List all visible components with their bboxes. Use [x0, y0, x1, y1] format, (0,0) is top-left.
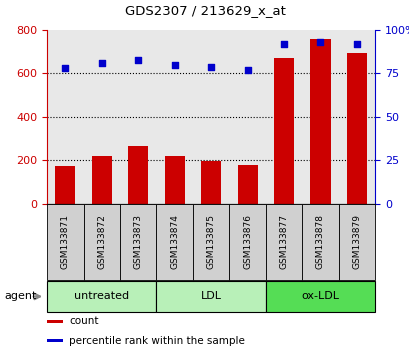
Text: percentile rank within the sample: percentile rank within the sample: [69, 336, 245, 346]
Bar: [120, 204, 156, 280]
Text: GSM133872: GSM133872: [97, 214, 106, 269]
Bar: [193, 204, 229, 280]
Bar: [47, 204, 83, 280]
Point: [280, 41, 287, 47]
Text: GSM133879: GSM133879: [352, 214, 361, 269]
Bar: [301, 204, 338, 280]
Text: GDS2307 / 213629_x_at: GDS2307 / 213629_x_at: [124, 4, 285, 17]
Text: untreated: untreated: [74, 291, 129, 302]
Bar: [156, 281, 265, 312]
Text: GSM133877: GSM133877: [279, 214, 288, 269]
Point: [244, 67, 250, 73]
Text: GSM133876: GSM133876: [243, 214, 252, 269]
Text: GSM133878: GSM133878: [315, 214, 324, 269]
Bar: [229, 204, 265, 280]
Bar: [47, 281, 156, 312]
Bar: [128, 146, 148, 204]
Point: [317, 39, 323, 45]
Bar: [164, 156, 184, 204]
Bar: [83, 204, 120, 280]
Text: GSM133873: GSM133873: [133, 214, 142, 269]
Point: [135, 57, 141, 62]
Text: agent: agent: [4, 291, 36, 302]
Bar: [273, 58, 293, 204]
Bar: [201, 161, 220, 204]
Point: [62, 65, 68, 71]
Bar: [346, 53, 366, 204]
Text: ox-LDL: ox-LDL: [301, 291, 339, 302]
Text: GSM133875: GSM133875: [206, 214, 215, 269]
Text: count: count: [69, 316, 99, 326]
Bar: [156, 204, 193, 280]
Text: GSM133871: GSM133871: [61, 214, 70, 269]
Bar: [55, 166, 75, 204]
Bar: [265, 204, 301, 280]
Bar: [310, 39, 330, 204]
Point: [98, 60, 105, 66]
Bar: [47, 339, 63, 342]
Text: LDL: LDL: [200, 291, 221, 302]
Bar: [92, 156, 112, 204]
Bar: [237, 165, 257, 204]
Bar: [265, 281, 374, 312]
Point: [353, 41, 360, 47]
Point: [171, 62, 178, 68]
Bar: [47, 320, 63, 323]
Bar: [338, 204, 374, 280]
Point: [207, 64, 214, 69]
Text: GSM133874: GSM133874: [170, 214, 179, 269]
